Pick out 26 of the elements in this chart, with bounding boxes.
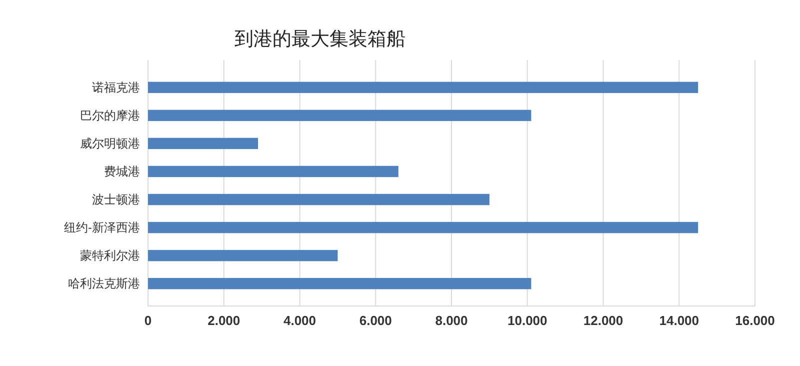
y-tick-label: 纽约-新泽西港	[64, 220, 140, 234]
y-tick-label: 波士顿港	[92, 192, 140, 206]
chart-title: 到港的最大集装箱船	[234, 28, 406, 50]
bar	[148, 166, 398, 178]
bar	[148, 250, 338, 262]
x-tick-label: 16.000	[735, 313, 775, 328]
y-tick-label: 巴尔的摩港	[80, 108, 140, 122]
bar	[148, 110, 532, 122]
y-tick-label: 诺福克港	[92, 80, 140, 94]
bar	[148, 222, 698, 234]
bar	[148, 82, 698, 94]
x-tick-label: 4.000	[283, 313, 316, 328]
x-tick-label: 10.000	[507, 313, 548, 328]
y-tick-label: 哈利法克斯港	[68, 276, 140, 290]
x-tick-label: 2.000	[208, 313, 240, 328]
bar	[148, 194, 490, 206]
y-tick-label: 蒙特利尔港	[80, 248, 140, 262]
y-tick-label: 费城港	[104, 164, 140, 178]
bar	[148, 138, 258, 150]
y-tick-label: 威尔明顿港	[80, 136, 140, 150]
x-tick-label: 8.000	[435, 313, 468, 328]
x-tick-label: 6.000	[359, 313, 392, 328]
bar	[148, 278, 532, 290]
x-tick-label: 14.000	[659, 313, 700, 328]
x-tick-label: 12.000	[583, 313, 624, 328]
x-tick-label: 0	[144, 313, 152, 328]
